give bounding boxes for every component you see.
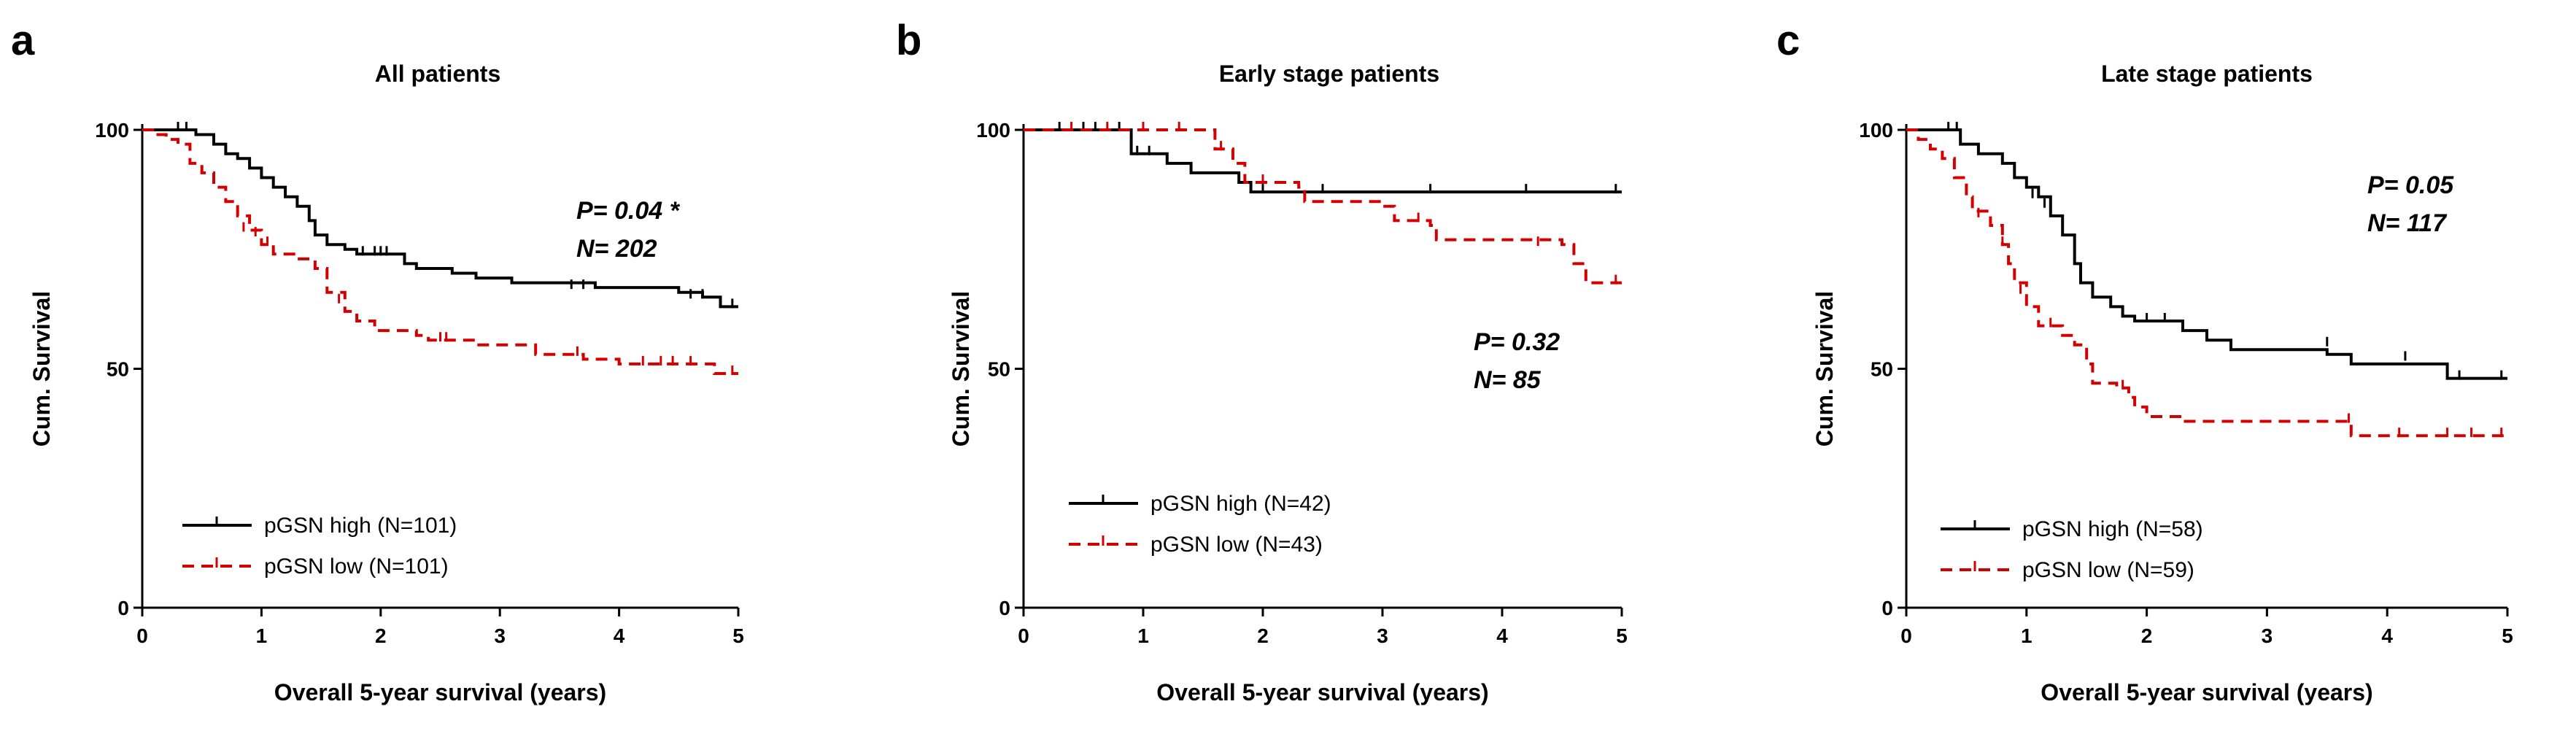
x-tick-label: 1 (1137, 624, 1149, 647)
survival-curve-high (1024, 128, 1622, 194)
x-tick-label: 2 (2141, 624, 2153, 647)
y-tick-label: 100 (976, 119, 1010, 142)
y-tick-label: 0 (1881, 597, 1893, 619)
x-tick-label: 5 (2502, 624, 2513, 647)
x-tick-label: 3 (2262, 624, 2273, 647)
p-value-annotation: P= 0.04 * (576, 197, 681, 225)
y-axis-label: Cum. Survival (1811, 291, 1838, 446)
x-tick-label: 0 (1018, 624, 1029, 647)
x-tick-label: 3 (494, 624, 506, 647)
y-tick-label: 100 (1859, 119, 1893, 142)
x-axis-label: Overall 5-year survival (years) (2041, 679, 2372, 705)
legend-label-high: pGSN high (N=101) (264, 514, 457, 538)
x-tick-label: 4 (614, 624, 625, 647)
panel-letter: c (1776, 17, 1800, 64)
y-axis-label: Cum. Survival (948, 291, 974, 446)
legend-label-high: pGSN high (N=58) (2022, 517, 2203, 541)
survival-curve-low (1024, 128, 1622, 285)
panel-letter: a (11, 17, 35, 64)
n-annotation: N= 85 (1474, 366, 1542, 394)
y-tick-label: 50 (988, 358, 1010, 381)
legend-label-low: pGSN low (N=43) (1150, 533, 1323, 557)
survival-curve-high (142, 128, 738, 309)
x-tick-label: 5 (732, 624, 744, 647)
chart-title: Late stage patients (2101, 61, 2313, 87)
x-tick-label: 1 (2021, 624, 2032, 647)
x-axis-label: Overall 5-year survival (years) (1156, 679, 1488, 705)
y-tick-label: 0 (117, 597, 129, 619)
chart-title: Early stage patients (1219, 61, 1439, 87)
y-axis-label: Cum. Survival (28, 291, 55, 446)
p-value-annotation: P= 0.32 (1474, 328, 1560, 356)
y-tick-label: 50 (107, 358, 129, 381)
n-annotation: N= 202 (576, 235, 657, 263)
x-tick-label: 4 (1496, 624, 1508, 647)
chart-title: All patients (375, 61, 500, 87)
panel-letter: b (896, 17, 921, 64)
x-tick-label: 3 (1377, 624, 1388, 647)
x-tick-label: 2 (1257, 624, 1269, 647)
x-tick-label: 5 (1616, 624, 1628, 647)
legend-label-low: pGSN low (N=101) (264, 554, 449, 579)
x-tick-label: 0 (1900, 624, 1912, 647)
survival-curve-low (142, 128, 738, 375)
survival-curve-low (1906, 128, 2507, 438)
p-value-annotation: P= 0.05 (2367, 171, 2454, 199)
legend-label-low: pGSN low (N=59) (2022, 558, 2194, 582)
legend-label-high: pGSN high (N=42) (1150, 492, 1331, 516)
x-axis-label: Overall 5-year survival (years) (274, 679, 606, 705)
x-tick-label: 1 (256, 624, 268, 647)
x-tick-label: 2 (375, 624, 387, 647)
x-tick-label: 4 (2381, 624, 2393, 647)
x-tick-label: 0 (136, 624, 148, 647)
n-annotation: N= 117 (2367, 209, 2448, 237)
survival-curve-high (1906, 128, 2507, 380)
y-tick-label: 100 (95, 119, 129, 142)
y-tick-label: 50 (1871, 358, 1893, 381)
y-tick-label: 0 (999, 597, 1010, 619)
